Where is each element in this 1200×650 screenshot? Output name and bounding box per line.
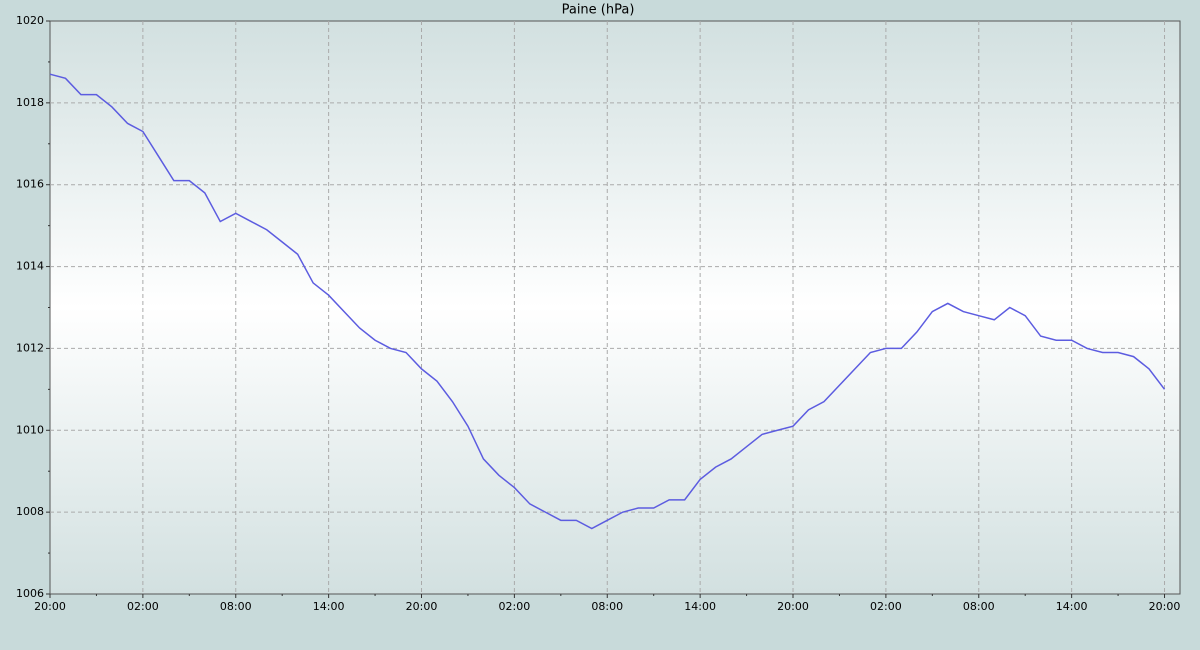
chart-title: Paine (hPa) (562, 3, 635, 18)
y-tick-label: 1018 (16, 96, 44, 109)
plot-area (49, 20, 1181, 595)
y-tick-label: 1012 (16, 341, 44, 354)
x-tick-label: 08:00 (591, 600, 623, 613)
y-tick-label: 1008 (16, 505, 44, 518)
x-tick-label: 14:00 (1056, 600, 1088, 613)
y-tick-label: 1006 (16, 587, 44, 600)
x-tick-label: 08:00 (963, 600, 995, 613)
x-tick-label: 08:00 (220, 600, 252, 613)
x-tick-label: 02:00 (870, 600, 902, 613)
x-tick-label: 14:00 (313, 600, 345, 613)
line (49, 73, 1166, 530)
y-tick-label: 1010 (16, 423, 44, 436)
y-tick-label: 1016 (16, 178, 44, 191)
x-tick-label: 20:00 (34, 600, 66, 613)
x-tick-label: 20:00 (777, 600, 809, 613)
x-tick-label: 02:00 (499, 600, 531, 613)
x-tick-label: 02:00 (127, 600, 159, 613)
y-tick-label: 1020 (16, 14, 44, 27)
x-tick-label: 20:00 (1149, 600, 1181, 613)
x-tick-label: 20:00 (406, 600, 438, 613)
x-tick-label: 14:00 (684, 600, 716, 613)
y-tick-label: 1014 (16, 260, 44, 273)
